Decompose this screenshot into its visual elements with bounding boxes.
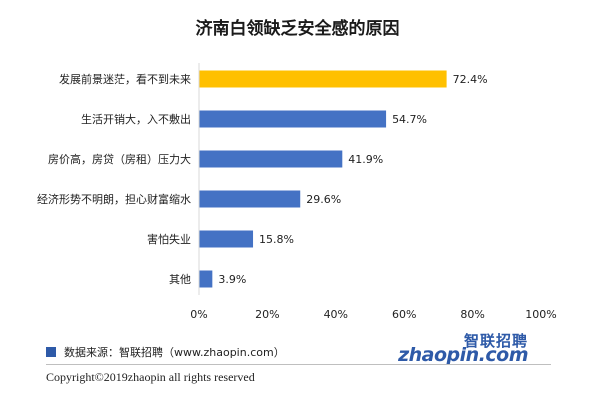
category-label: 房价高，房贷（房租）压力大 xyxy=(48,152,191,166)
x-tick-label: 20% xyxy=(255,308,279,321)
x-tick-label: 100% xyxy=(525,308,556,321)
copyright-text: Copyright©2019zhaopin all rights reserve… xyxy=(46,370,255,384)
bar xyxy=(199,70,447,88)
x-tick-label: 60% xyxy=(392,308,416,321)
bar-chart: 发展前景迷茫，看不到未来 72.4% 生活开销大，入不敷出 54.7% 房价高，房贷（房… xyxy=(37,63,557,321)
category-label: 生活开销大，入不敷出 xyxy=(81,112,191,126)
footer-divider xyxy=(46,364,551,365)
category-label: 害怕失业 xyxy=(147,232,191,246)
x-tick-label: 40% xyxy=(324,308,348,321)
bar xyxy=(199,230,254,248)
value-label: 29.6% xyxy=(306,193,341,206)
category-label: 发展前景迷茫，看不到未来 xyxy=(59,72,191,86)
chart-title: 济南白领缺乏安全感的原因 xyxy=(195,19,400,39)
category-label: 其他 xyxy=(169,273,191,286)
value-label: 54.7% xyxy=(392,113,427,126)
zhaopin-logo: 智联招聘 zhaopin.com xyxy=(398,330,528,366)
logo-en-text: zhaopin.com xyxy=(398,344,528,366)
bar xyxy=(199,270,213,288)
x-tick-label: 80% xyxy=(460,308,484,321)
value-label: 41.9% xyxy=(348,153,383,166)
data-source: 数据来源：智联招聘（www.zhaopin.com） xyxy=(46,344,285,360)
value-label: 3.9% xyxy=(218,273,246,286)
category-label: 经济形势不明朗，担心财富缩水 xyxy=(37,192,191,206)
bar xyxy=(199,150,343,168)
source-marker-icon xyxy=(46,347,56,357)
bar xyxy=(199,110,387,128)
source-text: 数据来源：智联招聘（www.zhaopin.com） xyxy=(64,346,285,359)
x-tick-label: 0% xyxy=(190,308,207,321)
value-label: 15.8% xyxy=(259,233,294,246)
logo-cn-text: 智联招聘 xyxy=(463,332,528,350)
value-label: 72.4% xyxy=(453,73,488,86)
bar xyxy=(199,190,301,208)
